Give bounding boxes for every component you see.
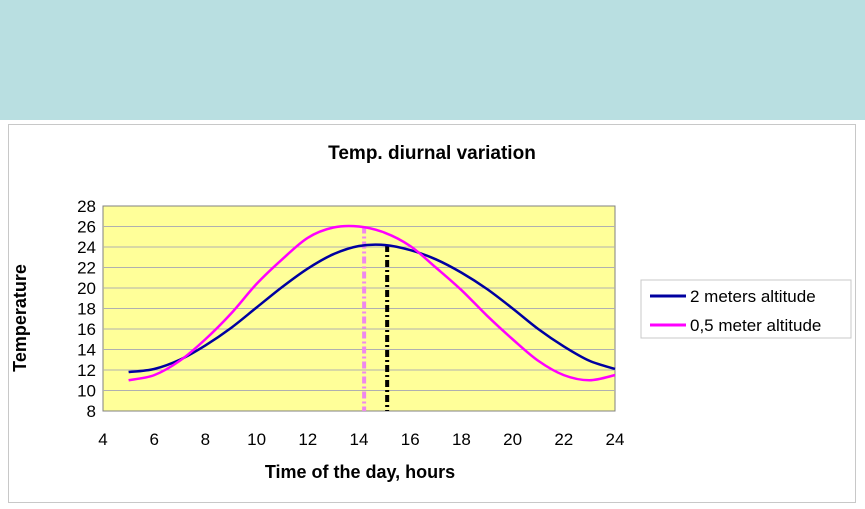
x-tick-label: 6 <box>149 430 158 449</box>
x-tick-label: 10 <box>247 430 266 449</box>
y-tick-label: 10 <box>77 382 96 401</box>
legend: 2 meters altitude 0,5 meter altitude <box>640 279 852 339</box>
y-tick-label: 28 <box>77 197 96 216</box>
legend-box <box>640 279 852 339</box>
y-tick-label: 24 <box>77 238 96 257</box>
y-tick-label: 18 <box>77 300 96 319</box>
y-tick-label: 12 <box>77 361 96 380</box>
y-axis-title: Temperature <box>10 264 30 372</box>
x-tick-label: 8 <box>201 430 210 449</box>
y-tick-label: 22 <box>77 259 96 278</box>
x-tick-label: 18 <box>452 430 471 449</box>
y-tick-label: 16 <box>77 320 96 339</box>
x-tick-label: 16 <box>401 430 420 449</box>
x-tick-label: 22 <box>554 430 573 449</box>
legend-label: 0,5 meter altitude <box>690 316 821 335</box>
x-tick-label: 14 <box>350 430 369 449</box>
x-axis-ticks: 4 6 8 10 12 14 16 18 20 22 24 <box>98 430 624 449</box>
legend-label: 2 meters altitude <box>690 287 816 306</box>
x-tick-label: 24 <box>606 430 625 449</box>
y-tick-label: 14 <box>77 341 96 360</box>
x-tick-label: 12 <box>298 430 317 449</box>
title-band <box>0 0 865 120</box>
y-tick-label: 8 <box>87 402 96 421</box>
x-tick-label: 20 <box>503 430 522 449</box>
series-line <box>128 243 616 374</box>
guide-lines <box>362 226 390 411</box>
series-line <box>128 224 616 382</box>
y-tick-label: 20 <box>77 279 96 298</box>
x-tick-label: 4 <box>98 430 107 449</box>
series-lines <box>128 224 616 382</box>
chart-title: Temp. diurnal variation <box>328 143 536 164</box>
y-tick-label: 26 <box>77 218 96 237</box>
x-axis-title: Time of the day, hours <box>265 462 455 482</box>
